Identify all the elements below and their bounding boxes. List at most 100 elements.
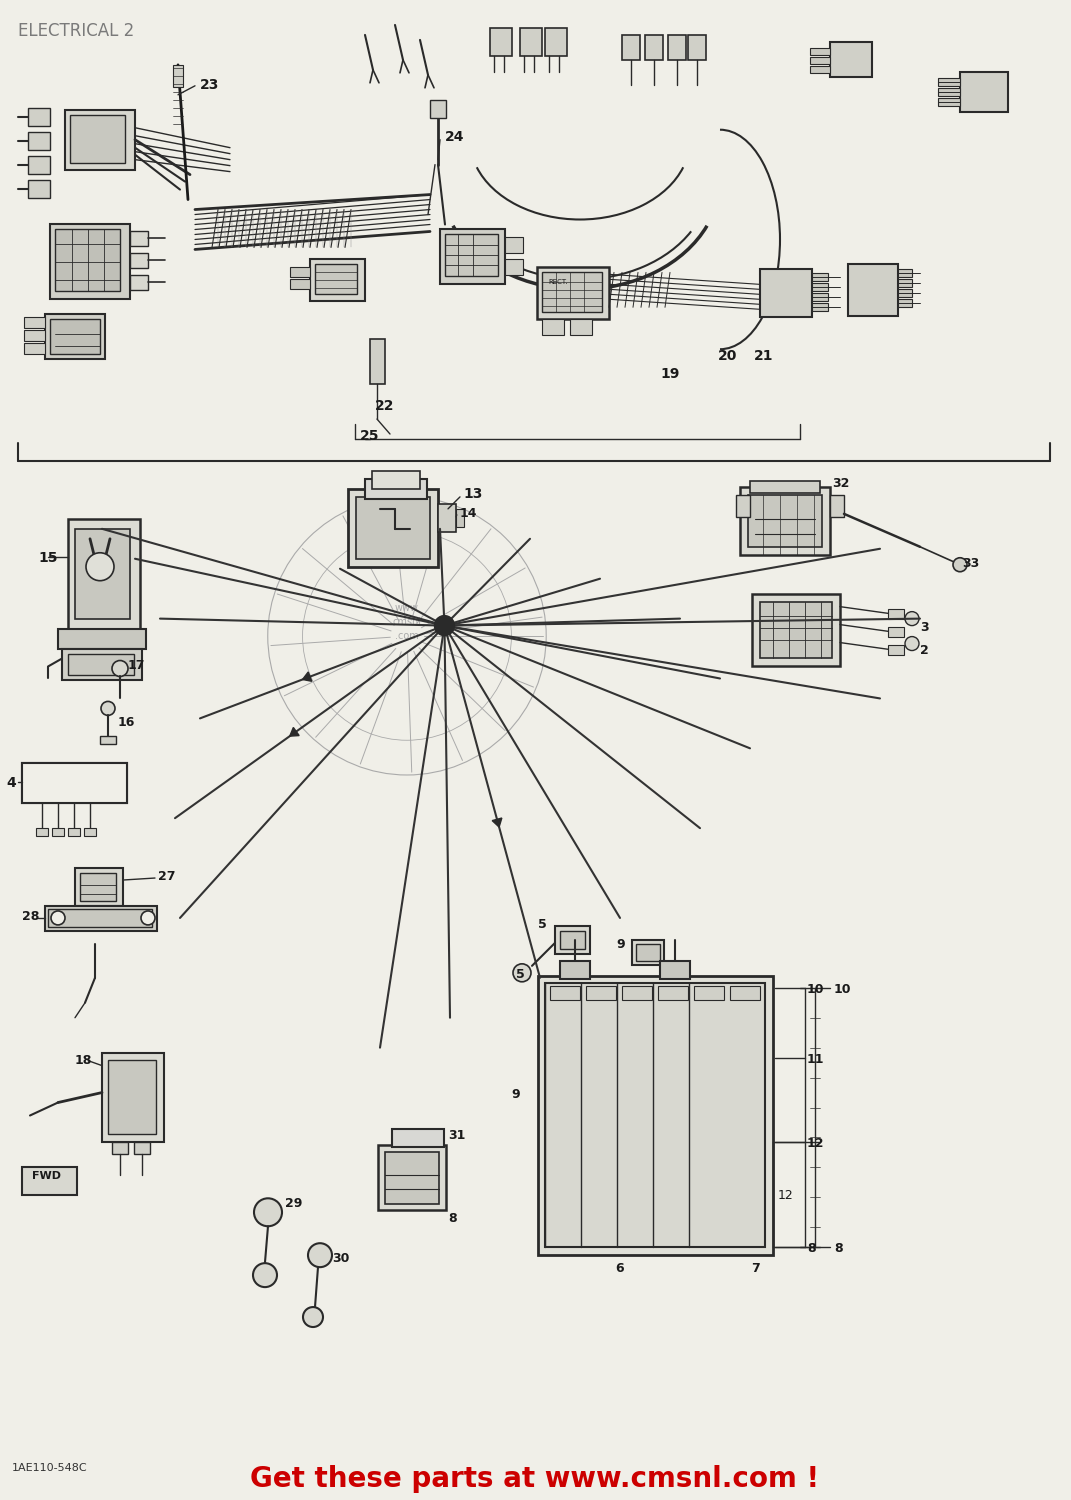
Text: 15: 15 (37, 550, 58, 566)
Text: 12: 12 (808, 1137, 825, 1150)
Bar (521, 28, 542, 56)
Bar (538, 976, 773, 1256)
Text: 6: 6 (616, 1262, 624, 1275)
Bar (130, 254, 148, 268)
Bar (67, 519, 140, 628)
Circle shape (513, 964, 531, 982)
Text: 25: 25 (360, 429, 379, 442)
Bar (694, 986, 724, 1000)
Text: 12: 12 (778, 1190, 794, 1203)
Bar (586, 986, 616, 1000)
Bar (24, 330, 45, 340)
Circle shape (308, 1244, 332, 1268)
Bar (100, 736, 116, 744)
Bar (810, 57, 830, 64)
Bar (130, 276, 148, 291)
Bar (636, 944, 660, 962)
Bar (24, 344, 45, 354)
Circle shape (268, 496, 546, 776)
Text: 14: 14 (461, 507, 478, 520)
Text: 11: 11 (808, 1053, 825, 1065)
Bar (668, 34, 687, 60)
Text: 1AE110-548C: 1AE110-548C (12, 1462, 88, 1473)
Bar (550, 986, 580, 1000)
Bar (456, 509, 464, 526)
Bar (45, 315, 105, 358)
Text: 5: 5 (538, 918, 547, 932)
Bar (65, 110, 135, 170)
Bar (290, 267, 310, 278)
Bar (28, 156, 50, 174)
Bar (897, 279, 912, 288)
Text: 4: 4 (6, 777, 16, 790)
Bar (67, 828, 80, 836)
Text: 18: 18 (75, 1053, 92, 1066)
Circle shape (253, 1263, 277, 1287)
Bar (58, 628, 146, 648)
Bar (810, 66, 830, 74)
Polygon shape (302, 672, 312, 681)
Text: ELECTRICAL 2: ELECTRICAL 2 (18, 22, 134, 40)
Text: 20: 20 (718, 350, 737, 363)
Bar (22, 1167, 77, 1196)
Bar (55, 230, 120, 291)
Bar (84, 828, 96, 836)
Circle shape (905, 612, 919, 626)
Text: 32: 32 (832, 477, 849, 490)
Bar (438, 504, 456, 532)
Bar (632, 940, 664, 964)
Bar (888, 645, 904, 654)
Bar (50, 225, 130, 300)
Text: 24: 24 (444, 129, 465, 144)
Bar (888, 627, 904, 636)
Text: 29: 29 (285, 1197, 302, 1210)
Text: 33: 33 (962, 556, 979, 570)
Circle shape (112, 660, 129, 676)
Bar (112, 1143, 129, 1155)
Bar (75, 868, 123, 906)
Bar (22, 764, 127, 802)
Bar (560, 962, 590, 980)
Bar (688, 34, 706, 60)
Text: 7: 7 (752, 1262, 760, 1275)
Bar (348, 489, 438, 567)
Text: FWD: FWD (32, 1172, 61, 1182)
Bar (174, 64, 183, 87)
Text: 13: 13 (463, 488, 482, 501)
Bar (444, 234, 498, 276)
Bar (378, 1146, 446, 1210)
Circle shape (905, 636, 919, 651)
Text: 16: 16 (118, 717, 135, 729)
Text: 17: 17 (129, 658, 146, 672)
Bar (897, 300, 912, 307)
Text: 22: 22 (375, 399, 394, 412)
Text: 9: 9 (616, 938, 624, 951)
Bar (897, 270, 912, 278)
Bar (315, 264, 357, 294)
Text: 23: 23 (200, 78, 220, 92)
Bar (108, 1059, 156, 1134)
Bar (812, 284, 828, 291)
Bar (28, 180, 50, 198)
Bar (740, 488, 830, 555)
Bar (736, 495, 750, 517)
Text: 31: 31 (448, 1130, 466, 1143)
Text: RECT.: RECT. (548, 279, 568, 285)
Bar (36, 828, 48, 836)
Bar (537, 267, 609, 320)
Bar (429, 100, 446, 117)
Circle shape (953, 558, 967, 572)
Bar (570, 320, 592, 334)
Bar (660, 962, 690, 980)
Text: 30: 30 (332, 1252, 349, 1264)
Bar (48, 909, 152, 927)
Bar (45, 906, 157, 932)
Bar (888, 609, 904, 618)
Circle shape (101, 702, 115, 715)
Text: 10: 10 (834, 982, 851, 996)
Bar (938, 98, 960, 106)
Bar (752, 594, 840, 666)
Bar (658, 986, 688, 1000)
Text: 10: 10 (808, 982, 825, 996)
Bar (392, 1130, 444, 1148)
